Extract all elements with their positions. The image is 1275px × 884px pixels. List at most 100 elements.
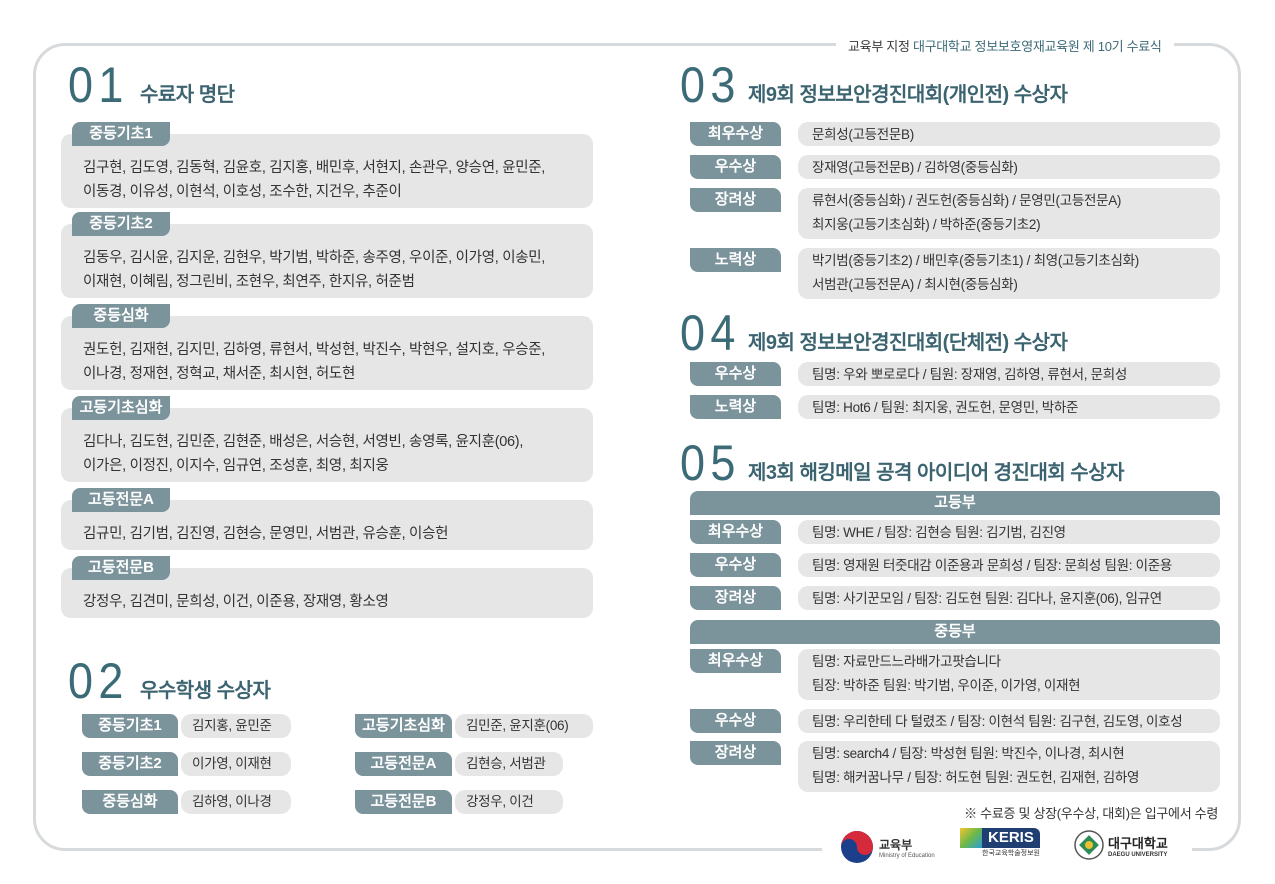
award-value: 장재영(고등전문B) / 김하영(중등심화) [798,155,1220,179]
text-line: 최지웅(고등기초심화) / 박하준(중등기초2) [812,217,1041,232]
text-line: 김다나, 김도현, 김민준, 김현준, 배성은, 서승현, 서영빈, 송영록, … [83,434,524,450]
award-label: 최우수상 [690,122,781,146]
text-line: 팀명: 영재원 터줏대감 이준용과 문희성 / 팀장: 문희성 팀원: 이준용 [812,558,1172,573]
page-header: 교육부 지정 대구대학교 정보보호영재교육원 제 10기 수료식 [836,36,1174,55]
university-seal-icon [1074,830,1104,860]
class-label: 중등심화 [72,304,170,328]
keris-logo-name: KERIS [982,828,1040,848]
award-class-label: 고등전문A [355,752,452,776]
section-number: 03 [680,57,741,113]
award-value: 팀명: Hot6 / 팀원: 최지웅, 권도헌, 문영민, 박하준 [798,395,1220,419]
award-label: 최우수상 [690,520,781,544]
text-line: 팀명: 자료만드느라배가고팟습니다 [812,654,1001,669]
award-label: 장려상 [690,741,781,765]
award-class-label: 고등기초심화 [355,714,452,738]
division-header-middle: 중등부 [690,620,1220,644]
header-prefix: 교육부 지정 [848,39,910,54]
text-line: 권도헌, 김재현, 김지민, 김하영, 류현서, 박성현, 박진수, 박현우, … [83,342,546,358]
division-header-high: 고등부 [690,491,1220,515]
award-names: 강정우, 이건 [455,790,563,814]
award-label: 우수상 [690,709,781,733]
class-label: 고등기초심화 [72,396,170,420]
award-names: 김민준, 윤지훈(06) [455,714,593,738]
text-line: 팀명: 우와 뽀로로다 / 팀원: 장재영, 김하영, 류현서, 문희성 [812,367,1127,382]
award-class-label: 중등기초2 [82,752,178,776]
moe-logo-sub: Ministry of Education [879,852,935,859]
text-line: 문희성(고등전문B) [812,127,914,142]
award-label: 노력상 [690,395,781,419]
text-line: 김동우, 김시윤, 김지운, 김현우, 박기범, 박하준, 송주영, 우이준, … [83,250,546,266]
award-label: 최우수상 [690,649,781,673]
class-label: 고등전문A [72,488,170,512]
class-roster-box: 김규민, 김기범, 김진영, 김현승, 문영민, 서범관, 유승훈, 이승헌 [61,500,593,550]
award-label: 우수상 [690,155,781,179]
award-value: 팀명: 우리한테 다 털렸조 / 팀장: 이현석 팀원: 김구현, 김도영, 이… [798,709,1220,733]
section-number: 05 [680,435,741,491]
award-value: 팀명: WHE / 팀장: 김현승 팀원: 김기범, 김진영 [798,520,1220,544]
award-names: 김지홍, 윤민준 [181,714,291,738]
text-line: 장재영(고등전문B) / 김하영(중등심화) [812,160,1018,175]
text-line: 팀명: Hot6 / 팀원: 최지웅, 권도헌, 문영민, 박하준 [812,400,1079,415]
text-line: 김하영, 이나경 [192,794,272,809]
class-roster-box: 김동우, 김시윤, 김지운, 김현우, 박기범, 박하준, 송주영, 우이준, … [61,224,593,298]
text-line: 김민준, 윤지훈(06) [466,718,569,733]
keris-leaf-icon [960,828,982,848]
text-line: 강정우, 이건 [466,794,534,809]
section-title: 우수학생 수상자 [140,680,271,702]
award-label: 노력상 [690,248,781,272]
award-value: 팀명: 우와 뽀로로다 / 팀원: 장재영, 김하영, 류현서, 문희성 [798,362,1220,386]
award-names: 김현승, 서범관 [455,752,563,776]
text-line: 김현승, 서범관 [466,756,546,771]
text-line: 서범관(고등전문A) / 최시현(중등심화) [812,277,1018,292]
text-line: 이가영, 이재현 [192,756,272,771]
text-line: 이가은, 이정진, 이지수, 임규연, 조성훈, 최영, 최지웅 [83,458,389,474]
class-roster-box: 권도헌, 김재현, 김지민, 김하영, 류현서, 박성현, 박진수, 박현우, … [61,316,593,390]
class-label: 중등기초2 [72,212,170,236]
text-line: 이나경, 정재현, 정혁교, 채서준, 최시현, 허도현 [83,366,356,382]
section-title: 제9회 정보보안경진대회(단체전) 수상자 [748,332,1068,354]
text-line: 팀명: WHE / 팀장: 김현승 팀원: 김기범, 김진영 [812,525,1066,540]
class-roster-box: 김다나, 김도현, 김민준, 김현준, 배성은, 서승현, 서영빈, 송영록, … [61,408,593,482]
text-line: 이동경, 이유성, 이현석, 이호성, 조수한, 지건우, 추준이 [83,184,402,200]
award-value: 박기범(중등기초2) / 배민후(중등기초1) / 최영(고등기초심화) 서범관(… [798,248,1220,299]
daegu-logo-sub: DAEGU UNIVERSITY [1108,851,1168,858]
class-label: 중등기초1 [72,122,170,146]
award-class-label: 고등전문B [355,790,452,814]
text-line: 팀명: 우리한테 다 털렸조 / 팀장: 이현석 팀원: 김구현, 김도영, 이… [812,714,1183,729]
section-number: 04 [680,305,741,361]
taegeuk-icon [841,831,873,863]
moe-logo-name: 교육부 [879,837,913,852]
text-line: 팀명: 사기꾼모임 / 팀장: 김도현 팀원: 김다나, 윤지훈(06), 임규… [812,591,1162,606]
text-line: 팀명: 해커꿈나무 / 팀장: 허도현 팀원: 권도헌, 김재현, 김하영 [812,770,1140,785]
award-value: 팀명: 영재원 터줏대감 이준용과 문희성 / 팀장: 문희성 팀원: 이준용 [798,553,1220,577]
award-value: 팀명: 자료만드느라배가고팟습니다 팀장: 박하준 팀원: 박기범, 우이준, 이… [798,649,1220,700]
moe-logo: 교육부 Ministry of Education [840,830,935,864]
text-line: 팀명: search4 / 팀장: 박성현 팀원: 박진수, 이나경, 최시현 [812,746,1125,761]
text-line: 김지홍, 윤민준 [192,718,272,733]
text-line: 이재현, 이혜림, 정그린비, 조현우, 최연주, 한지유, 허준범 [83,274,415,290]
award-names: 김하영, 이나경 [181,790,291,814]
section-number: 01 [68,57,129,113]
award-value: 문희성(고등전문B) [798,122,1220,146]
text-line: 류현서(중등심화) / 권도헌(중등심화) / 문영민(고등전문A) [812,193,1122,208]
keris-logo: KERIS 한국교육학술정보원 [960,828,1040,858]
text-line: 김구현, 김도영, 김동혁, 김윤호, 김지홍, 배민후, 서현지, 손관우, … [83,160,546,176]
award-label: 장려상 [690,188,781,212]
class-label: 고등전문B [72,556,170,580]
keris-logo-sub: 한국교육학술정보원 [982,850,1040,857]
award-value: 류현서(중등심화) / 권도헌(중등심화) / 문영민(고등전문A) 최지웅(고등… [798,188,1220,239]
section-title: 제9회 정보보안경진대회(개인전) 수상자 [748,84,1068,106]
award-label: 장려상 [690,586,781,610]
section-title: 제3회 해킹메일 공격 아이디어 경진대회 수상자 [748,462,1125,484]
award-names: 이가영, 이재현 [181,752,291,776]
award-class-label: 중등심화 [82,790,178,814]
daegu-logo: 대구대학교 DAEGU UNIVERSITY [1074,830,1168,860]
text-line: 박기범(중등기초2) / 배민후(중등기초1) / 최영(고등기초심화) [812,253,1139,268]
daegu-logo-name: 대구대학교 [1108,835,1168,851]
class-roster-box: 김구현, 김도영, 김동혁, 김윤호, 김지홍, 배민후, 서현지, 손관우, … [61,134,593,208]
header-title: 대구대학교 정보보호영재교육원 제 10기 수료식 [912,39,1162,54]
section-title: 수료자 명단 [140,84,235,106]
award-value: 팀명: 사기꾼모임 / 팀장: 김도현 팀원: 김다나, 윤지훈(06), 임규… [798,586,1220,610]
text-line: 강정우, 김견미, 문희성, 이건, 이준용, 장재영, 황소영 [83,594,389,610]
